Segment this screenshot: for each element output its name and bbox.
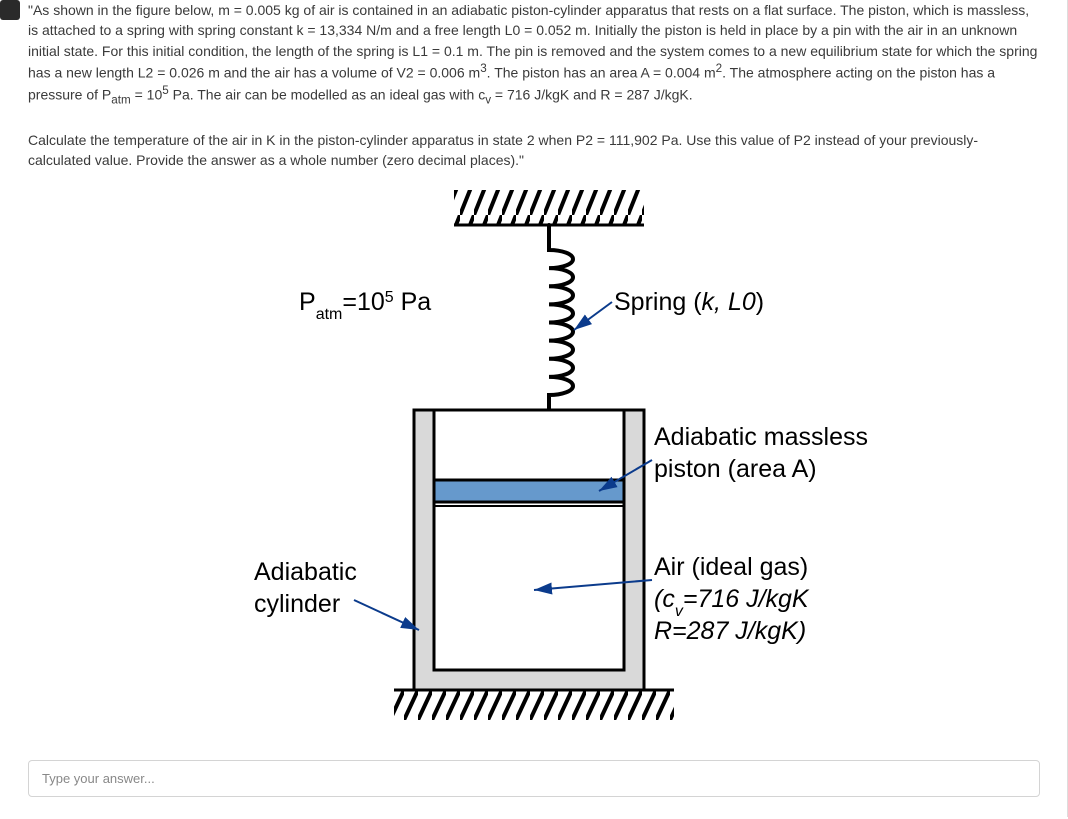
svg-text:Spring (k, L0): Spring (k, L0) xyxy=(614,288,764,316)
svg-text:Adiabatic massless: Adiabatic massless xyxy=(654,423,868,451)
figure-area: Patm=105 Pa Spring (k, L0) Adiabatic massl… xyxy=(28,170,1040,760)
svg-text:(cv=716 J/kgK: (cv=716 J/kgK xyxy=(654,585,810,620)
piston-diagram: Patm=105 Pa Spring (k, L0) Adiabatic massl… xyxy=(124,180,944,740)
svg-text:Adiabatic: Adiabatic xyxy=(254,558,357,586)
answer-input-container[interactable] xyxy=(28,760,1040,797)
question-marker xyxy=(0,0,20,20)
question-para-2: Calculate the temperature of the air in … xyxy=(28,130,1040,171)
svg-text:Air (ideal gas): Air (ideal gas) xyxy=(654,553,808,581)
svg-text:piston (area A): piston (area A) xyxy=(654,455,817,483)
svg-text:R=287 J/kgK): R=287 J/kgK) xyxy=(654,617,806,645)
answer-input[interactable] xyxy=(40,770,1028,787)
svg-text:cylinder: cylinder xyxy=(254,590,340,618)
question-text: "As shown in the figure below, m = 0.005… xyxy=(28,0,1040,170)
svg-text:Patm=105 Pa: Patm=105 Pa xyxy=(299,288,431,323)
question-para-1: "As shown in the figure below, m = 0.005… xyxy=(28,0,1040,109)
